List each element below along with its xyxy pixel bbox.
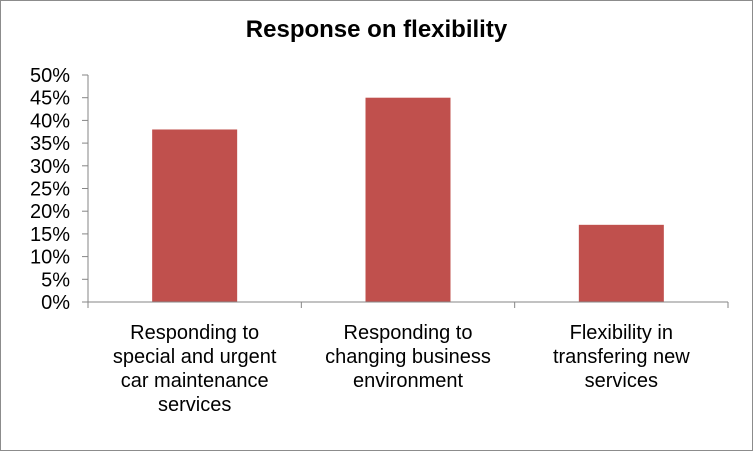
bar: [152, 129, 238, 302]
x-tick-label-line: Responding to: [130, 322, 260, 344]
x-tick-label: Responding to changing business environmen…: [298, 321, 518, 393]
y-tick-label: 10%: [30, 247, 70, 269]
bar: [578, 224, 664, 302]
y-tick-label: 0%: [41, 292, 70, 314]
y-tick-label: 30%: [30, 156, 70, 178]
x-tick-label-line: services: [157, 394, 232, 416]
x-tick-label: Responding to special and urgent car maint…: [85, 321, 305, 417]
x-tick-label-line: transfering new: [552, 346, 690, 368]
y-tick-label: 50%: [30, 65, 70, 87]
y-tick-label: 15%: [30, 224, 70, 246]
y-tick-label: 5%: [41, 269, 70, 291]
x-tick-label-line: car maintenance: [120, 370, 269, 392]
chart-title: Response on flexibility: [245, 16, 508, 43]
x-tick-label-line: services: [584, 370, 658, 392]
y-tick-label: 45%: [30, 88, 70, 110]
y-tick-label: 20%: [30, 201, 70, 223]
y-tick-label: 35%: [30, 133, 70, 155]
x-tick-label: Flexibility in transfering new services: [511, 321, 731, 393]
y-tick-label: 25%: [30, 179, 70, 201]
x-tick-label-line: changing business: [325, 346, 491, 368]
bar: [365, 97, 451, 302]
x-tick-label-line: environment: [352, 370, 464, 392]
x-tick-label-line: Flexibility in: [569, 322, 673, 344]
x-tick-label-line: special and urgent: [112, 346, 277, 368]
y-tick-label: 40%: [30, 110, 70, 132]
bars: [152, 97, 664, 302]
x-tick-label-line: Responding to: [343, 322, 473, 344]
y-axis-ticks: 0%5%10%15%20%25%30%35%40%45%50%: [30, 65, 729, 314]
